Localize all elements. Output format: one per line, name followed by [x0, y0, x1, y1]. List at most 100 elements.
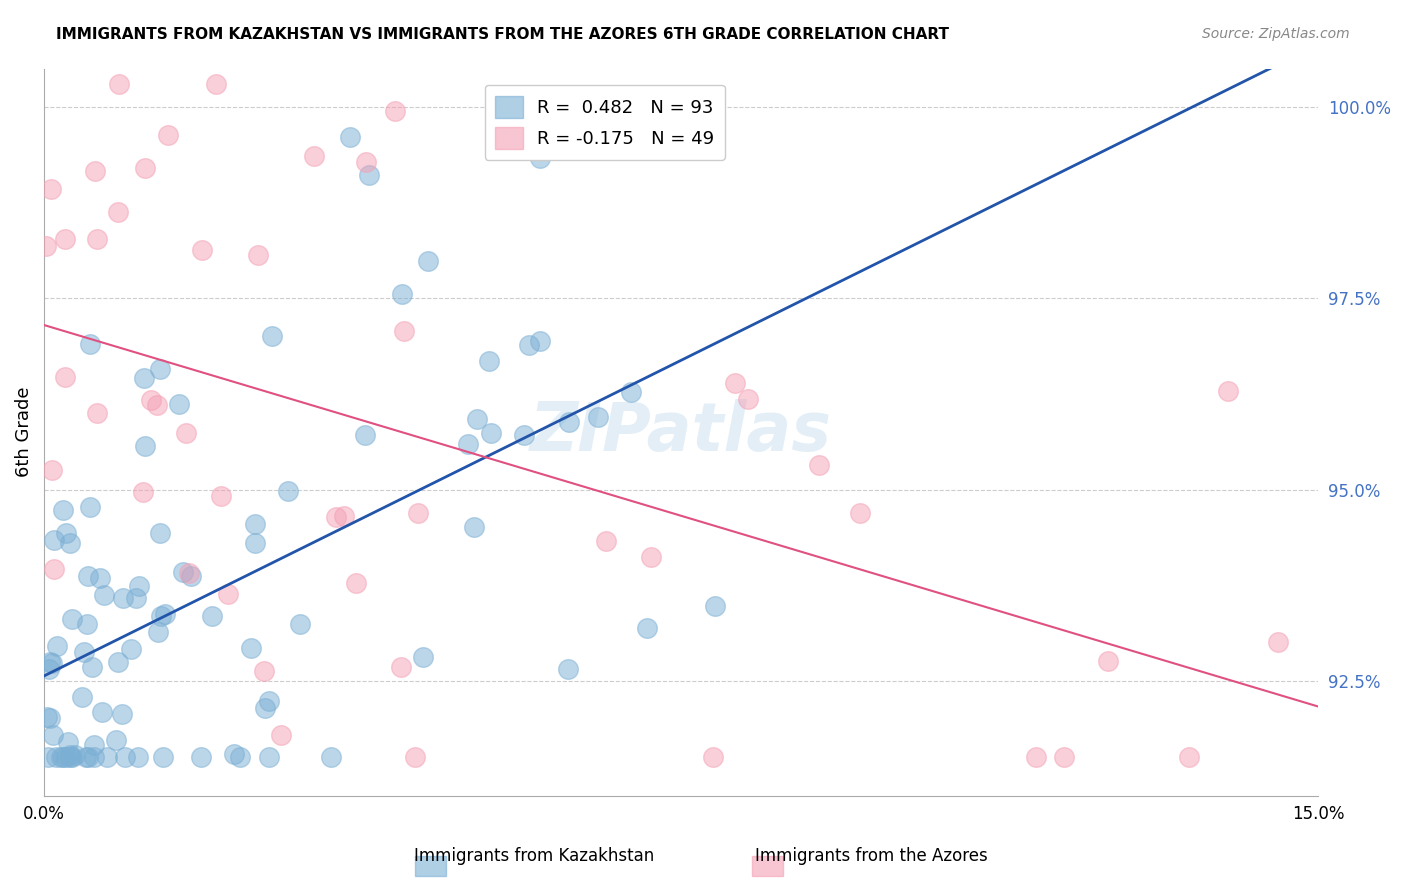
Point	[384, 103, 406, 118]
Point	[153, 607, 176, 621]
Point	[72, 690, 94, 705]
Point	[304, 148, 326, 162]
Point	[176, 425, 198, 440]
Point	[243, 517, 266, 532]
Point	[55, 526, 77, 541]
Y-axis label: 6th Grade: 6th Grade	[15, 387, 32, 477]
Point	[108, 77, 131, 91]
Point	[416, 253, 439, 268]
Point	[478, 353, 501, 368]
Point	[83, 750, 105, 764]
Point	[1025, 750, 1047, 764]
Point	[46, 639, 69, 653]
Point	[86, 406, 108, 420]
Point	[55, 750, 77, 764]
Point	[229, 750, 252, 764]
Point	[389, 660, 412, 674]
Point	[595, 533, 617, 548]
Point	[406, 507, 429, 521]
Point	[319, 750, 342, 764]
Point	[77, 569, 100, 583]
Point	[120, 641, 142, 656]
Point	[204, 77, 226, 91]
Point	[80, 659, 103, 673]
Point	[737, 392, 759, 406]
Point	[39, 181, 62, 195]
Point	[201, 609, 224, 624]
Point	[83, 163, 105, 178]
Point	[253, 664, 276, 678]
Point	[724, 376, 747, 390]
Point	[41, 463, 63, 477]
Point	[134, 161, 156, 175]
Legend: R =  0.482   N = 93, R = -0.175   N = 49: R = 0.482 N = 93, R = -0.175 N = 49	[485, 85, 725, 160]
Point	[96, 750, 118, 764]
Point	[114, 750, 136, 764]
Point	[93, 588, 115, 602]
Point	[156, 128, 179, 142]
Point	[513, 428, 536, 442]
Point	[1097, 654, 1119, 668]
Point	[702, 750, 724, 764]
Point	[357, 169, 380, 183]
Point	[79, 500, 101, 515]
Point	[557, 662, 579, 676]
Point	[404, 750, 426, 764]
Point	[148, 624, 170, 639]
Point	[620, 385, 643, 400]
Point	[1216, 384, 1239, 399]
Point	[270, 728, 292, 742]
Point	[190, 750, 212, 764]
Point	[479, 425, 502, 440]
Point	[79, 336, 101, 351]
Point	[150, 609, 173, 624]
Point	[107, 656, 129, 670]
Point	[73, 645, 96, 659]
Text: ZIPatlas: ZIPatlas	[530, 399, 832, 465]
Point	[1053, 750, 1076, 764]
Point	[128, 579, 150, 593]
Point	[42, 533, 65, 547]
Point	[39, 655, 62, 669]
Point	[105, 732, 128, 747]
Point	[37, 750, 59, 764]
Point	[134, 439, 156, 453]
Point	[260, 329, 283, 343]
Point	[463, 520, 485, 534]
Text: Source: ZipAtlas.com: Source: ZipAtlas.com	[1202, 27, 1350, 41]
Point	[76, 616, 98, 631]
Point	[41, 656, 63, 670]
Point	[132, 371, 155, 385]
Point	[149, 361, 172, 376]
Point	[41, 728, 63, 742]
Point	[344, 575, 367, 590]
Point	[52, 750, 75, 764]
Point	[254, 701, 277, 715]
Point	[529, 151, 551, 165]
Point	[848, 506, 870, 520]
Point	[339, 130, 361, 145]
Text: IMMIGRANTS FROM KAZAKHSTAN VS IMMIGRANTS FROM THE AZORES 6TH GRADE CORRELATION C: IMMIGRANTS FROM KAZAKHSTAN VS IMMIGRANTS…	[56, 27, 949, 42]
Point	[703, 599, 725, 614]
Point	[588, 409, 610, 424]
Point	[558, 415, 581, 429]
Point	[191, 243, 214, 257]
Point	[277, 483, 299, 498]
Point	[529, 334, 551, 348]
Point	[145, 398, 167, 412]
Point	[125, 591, 148, 606]
Point	[332, 509, 354, 524]
Point	[38, 662, 60, 676]
Point	[239, 641, 262, 656]
Point	[245, 535, 267, 549]
Point	[111, 591, 134, 605]
Point	[257, 694, 280, 708]
Point	[172, 565, 194, 579]
Point	[56, 735, 79, 749]
Point	[180, 568, 202, 582]
Point	[53, 232, 76, 246]
Point	[290, 616, 312, 631]
Point	[83, 738, 105, 752]
Point	[35, 710, 58, 724]
Point	[59, 536, 82, 550]
